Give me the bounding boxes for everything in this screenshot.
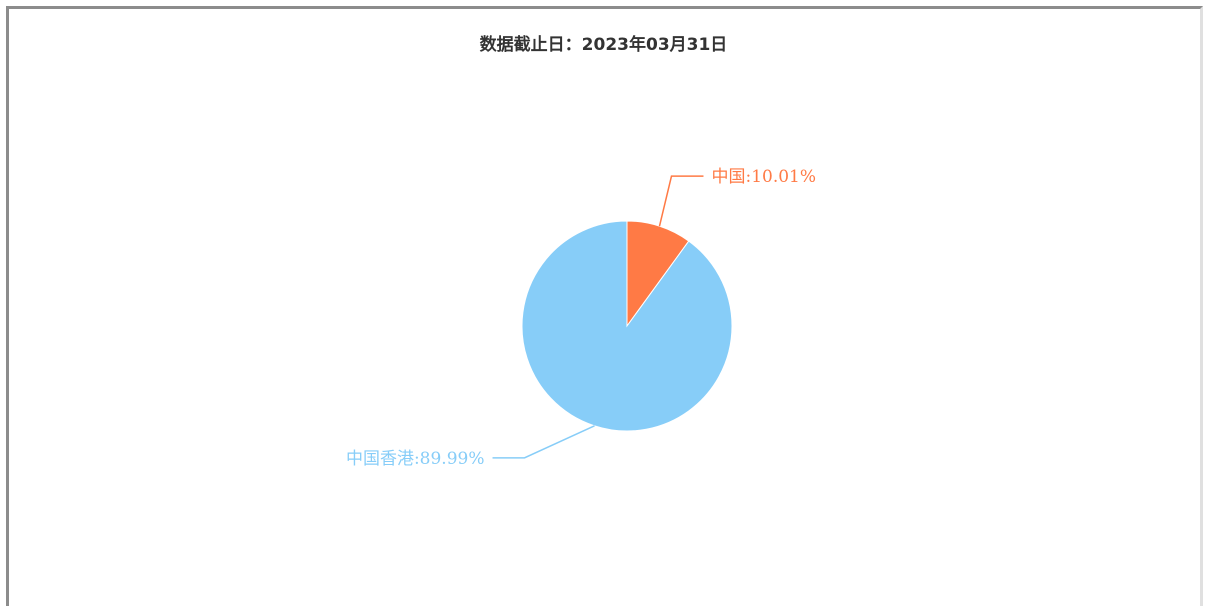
pie-leader-line-1 (658, 175, 704, 227)
chart-title: 数据截止日：2023年03月31日 (479, 35, 728, 55)
pie-label-1: 中国:10.01% (711, 167, 816, 187)
pie-label-2: 中国香港:89.99% (346, 449, 485, 469)
pie-leader-lines (492, 175, 704, 459)
pie-leader-line-2 (492, 425, 595, 459)
pie-slice-2[interactable] (521, 220, 733, 432)
pie-slices (521, 220, 733, 432)
pie-labels: 中国:10.01% 中国香港:89.99% (346, 167, 816, 469)
